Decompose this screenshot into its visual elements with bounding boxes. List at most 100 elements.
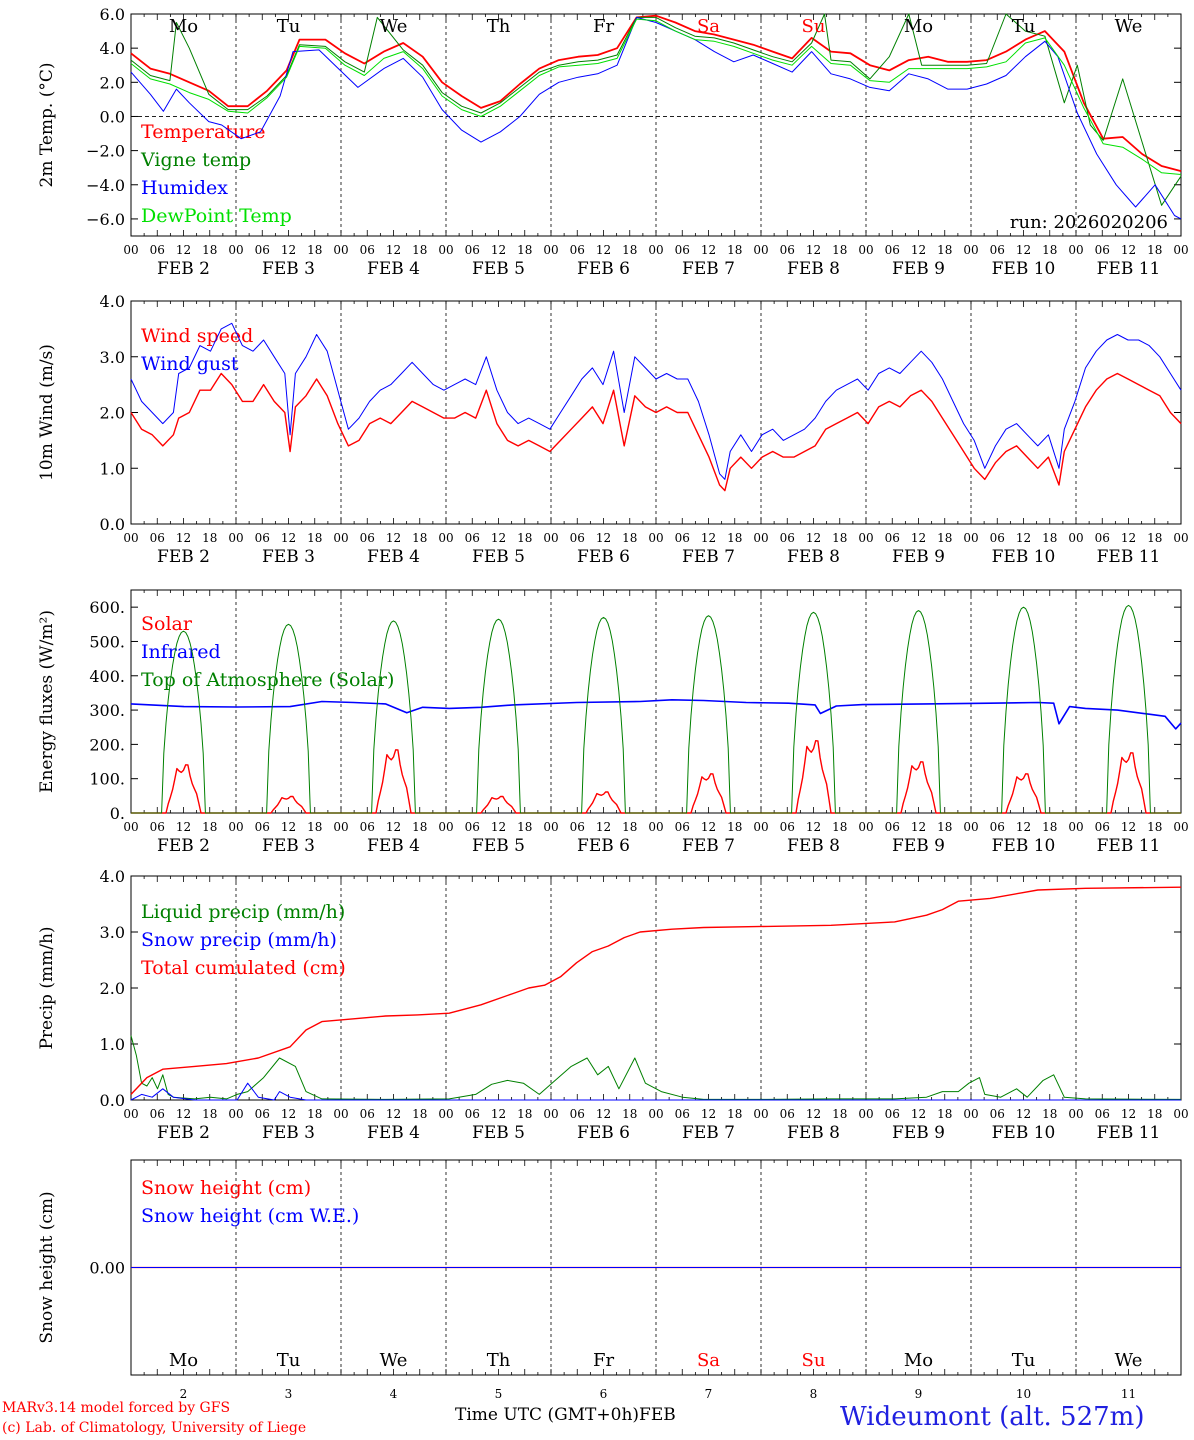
hour-tick-label: 18	[937, 1107, 952, 1121]
hour-tick-label: 06	[885, 820, 900, 834]
hour-tick-label: 00	[1068, 531, 1083, 545]
day-number-label: 11	[1121, 1387, 1136, 1401]
date-label: FEB 9	[892, 259, 945, 279]
hour-tick-label: 18	[202, 531, 217, 545]
hour-tick-label: 06	[570, 1107, 585, 1121]
date-label: FEB 7	[682, 836, 735, 856]
legend-snow-1: Snow height (cm W.E.)	[141, 1205, 359, 1227]
hour-tick-label: 12	[701, 820, 716, 834]
hour-tick-label: 06	[675, 243, 690, 257]
hour-tick-label: 18	[727, 243, 742, 257]
date-label: FEB 8	[787, 836, 840, 856]
panel-frame-flux	[130, 589, 1182, 814]
hour-tick-label: 18	[307, 531, 322, 545]
hour-tick-label: 12	[596, 243, 611, 257]
weekday-label-top: Sa	[697, 16, 720, 37]
date-label: FEB 2	[157, 547, 210, 567]
weekday-label-bottom: Su	[802, 1350, 826, 1371]
weekday-label-bottom: Tu	[1012, 1350, 1036, 1371]
weekday-label-top: Mo	[904, 16, 933, 37]
series-line-flux-2	[131, 604, 1181, 814]
hour-tick-label: 12	[1121, 820, 1136, 834]
hour-tick-label: 06	[255, 243, 270, 257]
legend-precip-1: Snow precip (mm/h)	[141, 929, 337, 951]
hour-tick-label: 00	[648, 531, 663, 545]
hour-tick-label: 00	[963, 531, 978, 545]
hour-tick-label: 18	[202, 820, 217, 834]
time-axis-month: FEB	[639, 1405, 676, 1425]
weekday-label-top: We	[1115, 16, 1143, 37]
hour-tick-label: 00	[438, 820, 453, 834]
hour-tick-label: 18	[1147, 531, 1162, 545]
weekday-label-top: Tu	[277, 16, 301, 37]
hour-tick-label: 06	[255, 820, 270, 834]
hour-tick-label: 12	[491, 1107, 506, 1121]
hour-tick-label: 00	[333, 531, 348, 545]
y-tick-label: 400.	[89, 667, 125, 686]
weekday-label-bottom: We	[1115, 1350, 1143, 1371]
y-axis-label-precip: Precip (mm/h)	[37, 926, 57, 1049]
weekday-label-bottom: Tu	[277, 1350, 301, 1371]
hour-tick-label: 18	[307, 820, 322, 834]
weekday-label-bottom: Sa	[697, 1350, 720, 1371]
date-label: FEB 2	[157, 259, 210, 279]
legend-precip-0: Liquid precip (mm/h)	[141, 901, 345, 923]
weekday-label-top: We	[380, 16, 408, 37]
hour-tick-label: 00	[543, 243, 558, 257]
legend-snow-0: Snow height (cm)	[141, 1177, 311, 1199]
hour-tick-label: 00	[648, 820, 663, 834]
hour-tick-label: 06	[1095, 1107, 1110, 1121]
date-label: FEB 5	[472, 259, 525, 279]
weekday-label-bottom: Mo	[169, 1350, 198, 1371]
date-label: FEB 10	[992, 547, 1056, 567]
hour-tick-label: 06	[255, 1107, 270, 1121]
hour-tick-label: 12	[911, 820, 926, 834]
hour-tick-label: 00	[228, 1107, 243, 1121]
y-tick-label: 600.	[89, 598, 125, 617]
date-label: FEB 3	[262, 1123, 315, 1143]
series-line-temp-0	[130, 14, 1182, 172]
series-line-temp-3	[130, 18, 1182, 175]
hour-tick-label: 00	[438, 1107, 453, 1121]
hour-tick-label: 12	[386, 531, 401, 545]
hour-tick-label: 06	[465, 243, 480, 257]
hour-tick-label: 00	[963, 820, 978, 834]
hour-tick-label: 18	[937, 531, 952, 545]
legend-temp-3: DewPoint Temp	[141, 205, 292, 227]
date-label: FEB 3	[262, 836, 315, 856]
date-label: FEB 8	[787, 547, 840, 567]
date-label: FEB 7	[682, 547, 735, 567]
y-axis-label-wind: 10m Wind (m/s)	[37, 344, 57, 481]
hour-tick-label: 12	[806, 243, 821, 257]
hour-tick-label: 12	[176, 243, 191, 257]
hour-tick-label: 00	[753, 531, 768, 545]
hour-tick-label: 12	[1016, 243, 1031, 257]
hour-tick-label: 12	[281, 1107, 296, 1121]
hour-tick-label: 00	[648, 1107, 663, 1121]
legend-wind-0: Wind speed	[141, 325, 253, 347]
date-label: FEB 4	[367, 259, 420, 279]
hour-tick-label: 00	[858, 531, 873, 545]
weekday-label-bottom: We	[380, 1350, 408, 1371]
day-number-label: 5	[495, 1387, 503, 1401]
hour-tick-label: 12	[701, 243, 716, 257]
hour-tick-label: 18	[307, 1107, 322, 1121]
hour-tick-label: 18	[1042, 243, 1057, 257]
day-number-label: 8	[810, 1387, 818, 1401]
hour-tick-label: 06	[990, 531, 1005, 545]
hour-tick-label: 18	[832, 1107, 847, 1121]
hour-tick-label: 12	[281, 531, 296, 545]
hour-tick-label: 18	[412, 531, 427, 545]
hour-tick-label: 18	[517, 820, 532, 834]
hour-tick-label: 06	[885, 531, 900, 545]
hour-tick-label: 06	[150, 531, 165, 545]
hour-tick-label: 12	[806, 531, 821, 545]
y-tick-label: 4.0	[100, 292, 125, 311]
hour-tick-label: 12	[176, 1107, 191, 1121]
date-label: FEB 5	[472, 1123, 525, 1143]
hour-tick-label: 00	[753, 243, 768, 257]
weekday-label-bottom: Mo	[904, 1350, 933, 1371]
date-label: FEB 5	[472, 547, 525, 567]
hour-tick-label: 12	[911, 531, 926, 545]
